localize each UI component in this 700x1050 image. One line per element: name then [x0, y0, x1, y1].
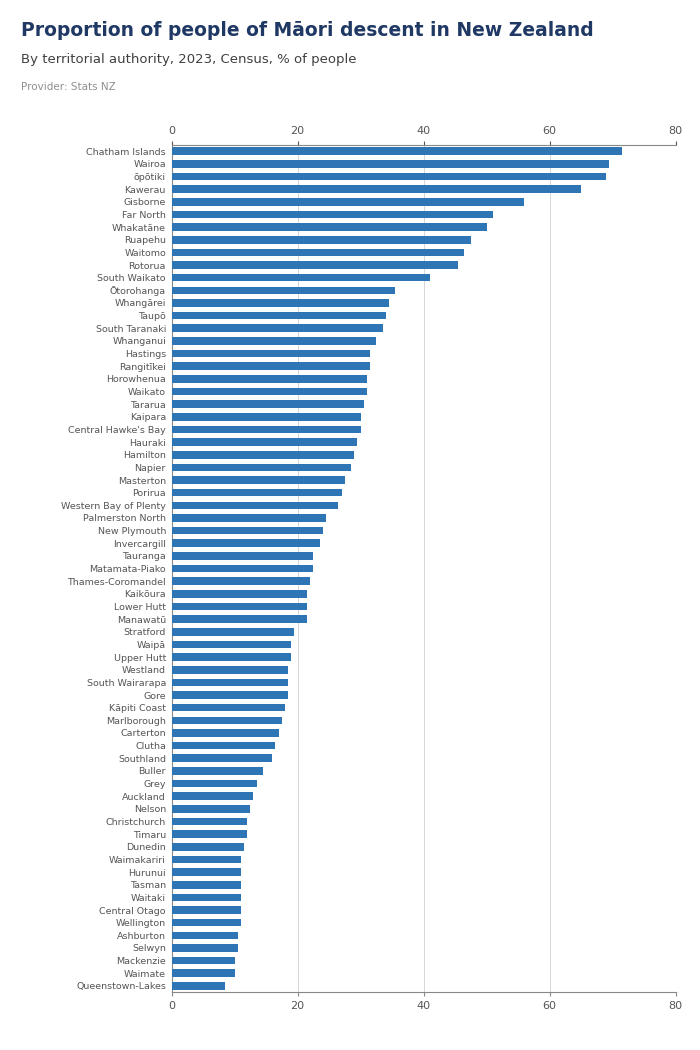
Bar	[172, 249, 465, 256]
Bar	[172, 287, 395, 294]
Bar	[172, 312, 386, 319]
Bar	[172, 489, 342, 497]
Bar	[172, 413, 360, 421]
Bar	[172, 565, 314, 572]
Bar	[172, 438, 358, 446]
Text: Provider: Stats NZ: Provider: Stats NZ	[21, 82, 116, 92]
Bar	[172, 172, 606, 181]
Bar	[172, 527, 323, 534]
Bar	[172, 678, 288, 687]
Bar	[172, 818, 247, 825]
Bar	[172, 868, 241, 876]
Bar	[172, 387, 367, 395]
Bar	[172, 831, 247, 838]
Bar	[172, 362, 370, 370]
Bar	[172, 211, 493, 218]
Bar	[172, 969, 234, 978]
Bar	[172, 603, 307, 610]
Bar	[172, 894, 241, 901]
Bar	[172, 919, 241, 926]
Bar	[172, 768, 263, 775]
Bar	[172, 464, 351, 471]
Bar	[172, 186, 581, 193]
Bar	[172, 944, 238, 951]
Bar	[172, 653, 291, 660]
Bar	[172, 856, 241, 863]
Bar	[172, 793, 253, 800]
Bar	[172, 716, 281, 724]
Bar	[172, 755, 272, 762]
Bar	[172, 982, 225, 990]
Bar	[172, 299, 389, 307]
Bar	[172, 502, 339, 509]
Text: Proportion of people of Māori descent in New Zealand: Proportion of people of Māori descent in…	[21, 21, 594, 40]
Bar	[172, 780, 256, 788]
Bar	[172, 742, 276, 750]
Bar	[172, 615, 307, 623]
Text: figure.nz: figure.nz	[586, 16, 670, 35]
Bar	[172, 906, 241, 914]
Bar	[172, 324, 382, 332]
Bar	[172, 400, 364, 408]
Bar	[172, 931, 238, 939]
Bar	[172, 590, 307, 597]
Bar	[172, 552, 314, 560]
Bar	[172, 477, 344, 484]
Bar	[172, 147, 622, 155]
Bar	[172, 261, 458, 269]
Bar	[172, 881, 241, 888]
Bar	[172, 274, 430, 281]
Bar	[172, 425, 360, 434]
Bar	[172, 843, 244, 851]
Bar	[172, 337, 377, 344]
Bar	[172, 704, 285, 712]
Bar	[172, 450, 354, 459]
Bar	[172, 805, 251, 813]
Bar	[172, 578, 310, 585]
Bar	[172, 350, 370, 357]
Bar	[172, 160, 609, 168]
Bar	[172, 628, 295, 635]
Bar	[172, 729, 279, 737]
Bar	[172, 198, 524, 206]
Bar	[172, 514, 326, 522]
Bar	[172, 540, 319, 547]
Bar	[172, 236, 471, 244]
Bar	[172, 691, 288, 699]
Bar	[172, 224, 486, 231]
Text: By territorial authority, 2023, Census, % of people: By territorial authority, 2023, Census, …	[21, 52, 356, 65]
Bar	[172, 957, 234, 965]
Bar	[172, 666, 288, 673]
Bar	[172, 375, 367, 382]
Bar	[172, 640, 291, 648]
